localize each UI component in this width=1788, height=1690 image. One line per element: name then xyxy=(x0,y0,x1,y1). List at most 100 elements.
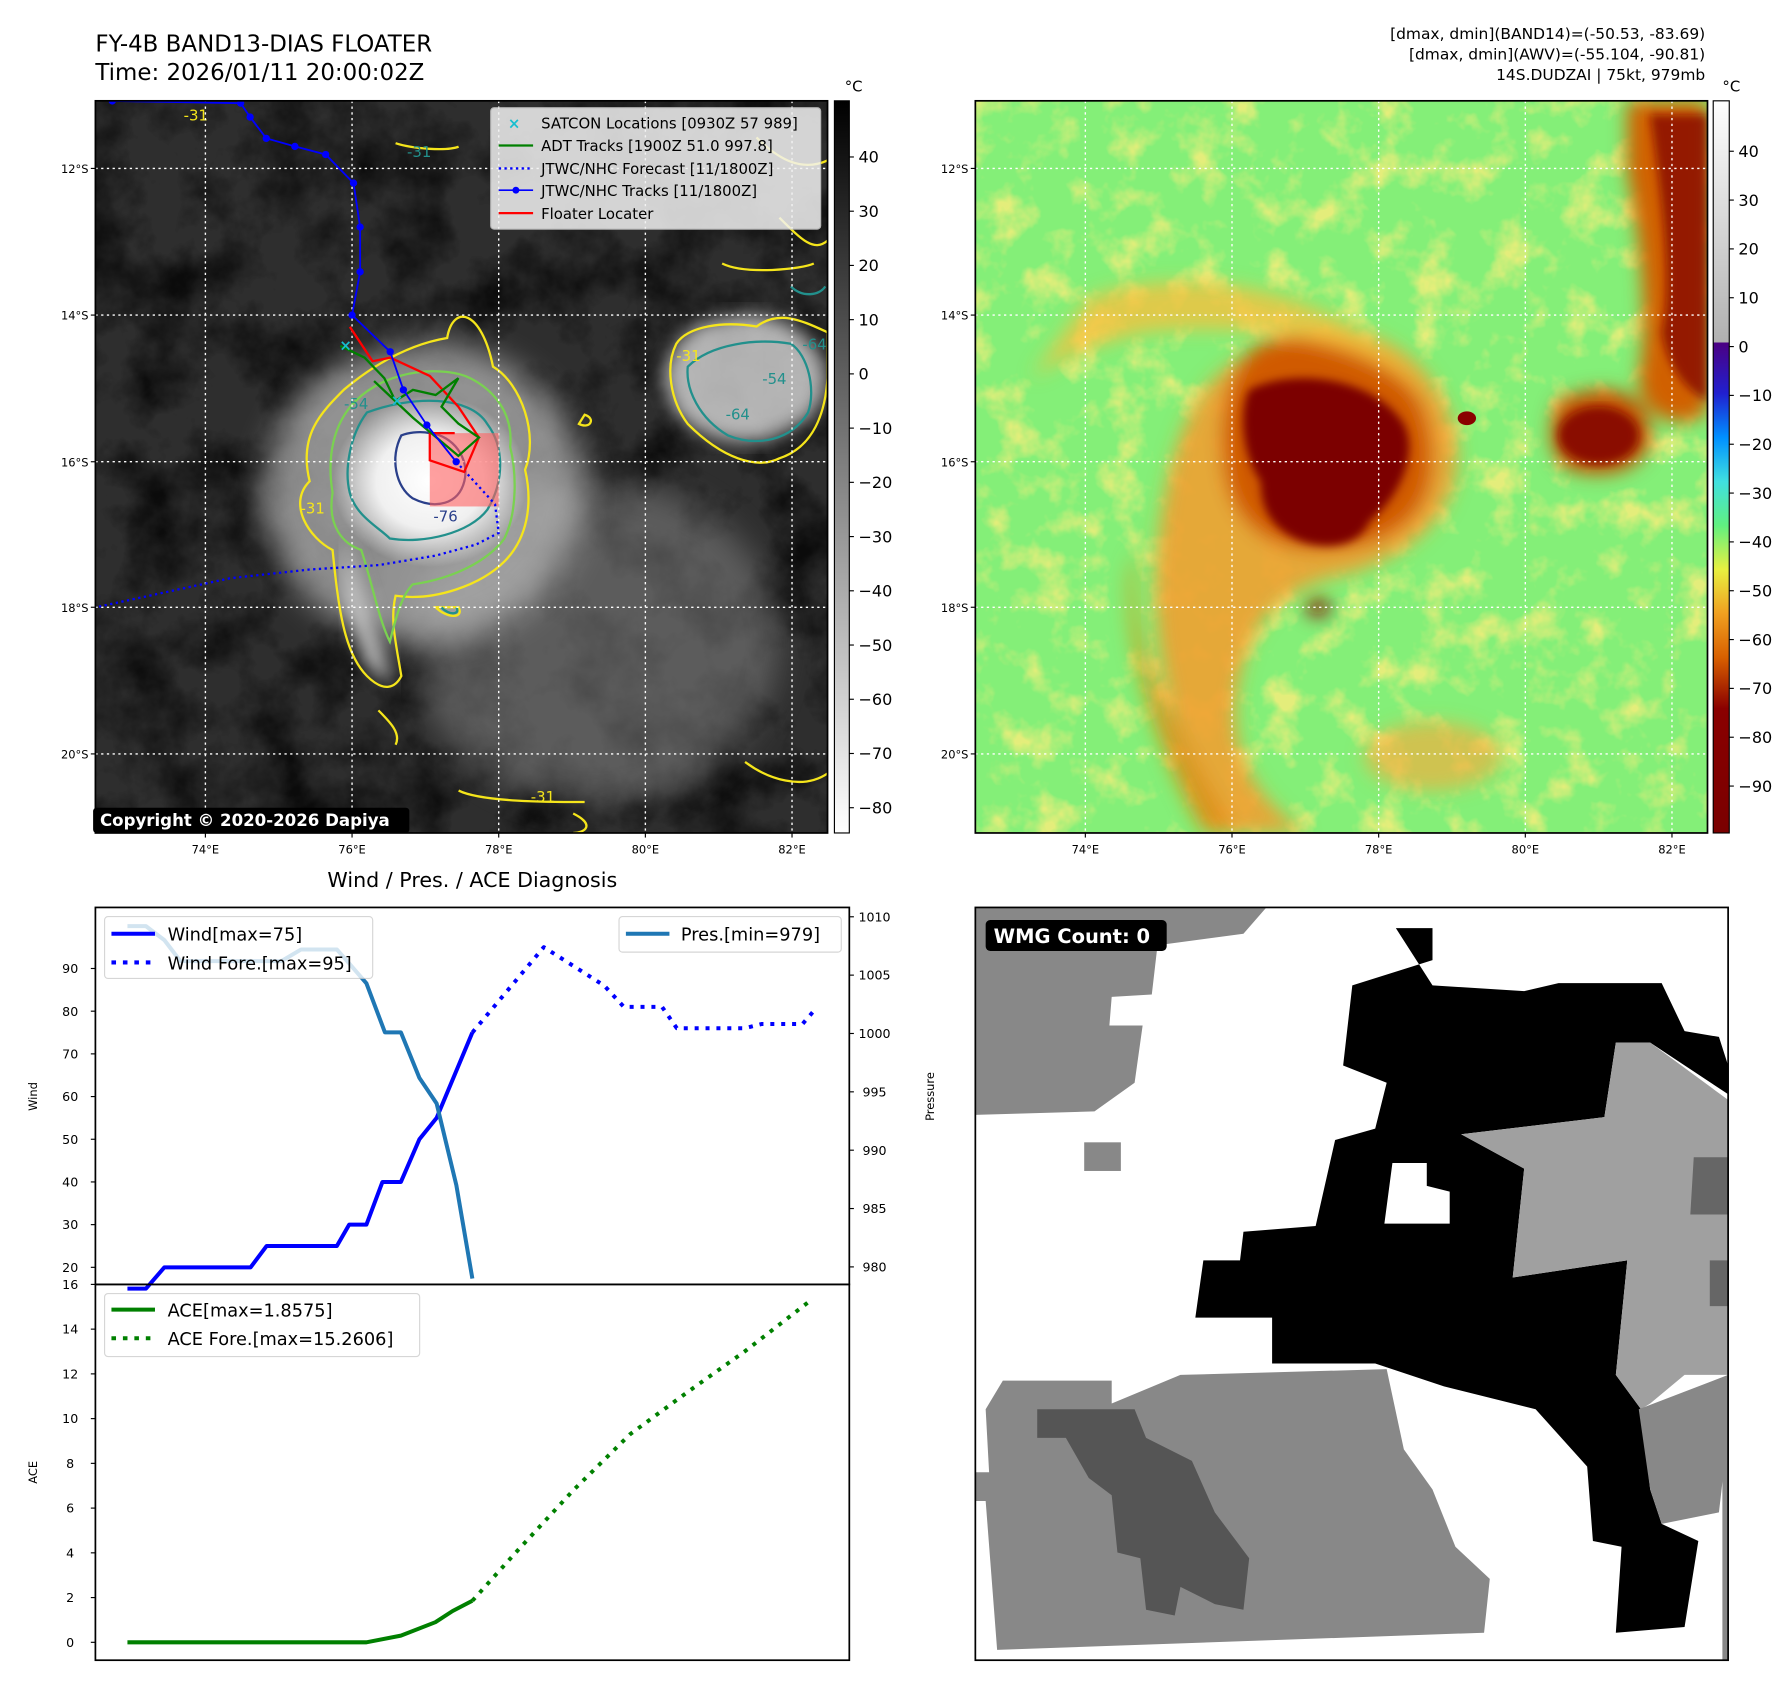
lon-tick-label: 76°E xyxy=(1218,843,1246,857)
satcon-marker-icon: × xyxy=(508,114,520,132)
awv-map-axis-ticks: 12°S 14°S 16°S 18°S 20°S 74°E 76°E 78°E 80°E 82°E xyxy=(941,162,1686,857)
contour-yellow xyxy=(299,315,532,688)
lon-tick-label: 78°E xyxy=(1365,843,1393,857)
wind-legend: Wind[max=75] Wind Fore.[max=95] xyxy=(103,916,374,980)
colorbar-tick-label: −20 xyxy=(1738,435,1772,454)
y-tick-label: 90 xyxy=(62,961,78,976)
svg-text:-76: -76 xyxy=(433,507,457,525)
colorbar-tick-label: −40 xyxy=(858,582,892,601)
y-tick-label: 60 xyxy=(62,1089,78,1104)
svg-text:Copyright © 2020-2026 Dapiya: Copyright © 2020-2026 Dapiya xyxy=(100,811,390,830)
awv-map-gridlines xyxy=(975,100,1708,833)
y-tick-label: 40 xyxy=(62,1175,78,1190)
lat-tick-label: 12°S xyxy=(941,162,969,176)
y-right-tick-label: 1010 xyxy=(858,909,890,924)
colorbar-tick-label: −80 xyxy=(1738,728,1772,747)
y-right-tick-label: 1005 xyxy=(858,968,890,983)
svg-text:-54: -54 xyxy=(762,370,786,388)
colorbar-tick-label: −30 xyxy=(1738,484,1772,503)
ir-map-axis-ticks: 12°S 14°S 16°S 18°S 20°S 74°E 76°E 78°E 80°E 82°E xyxy=(61,162,806,857)
colorbar-tick-label: −50 xyxy=(1738,581,1772,600)
svg-text:-64: -64 xyxy=(802,335,826,353)
legend-wind-forecast: Wind Fore.[max=95] xyxy=(168,954,352,974)
colorbar-left-ticks: 40 30 20 10 0 −10 −20 −30 −40 −50 −60 −70 −80 xyxy=(849,148,892,817)
lon-tick-label: 82°E xyxy=(778,843,806,857)
y-tick-label: 6 xyxy=(66,1501,74,1516)
colorbar-tick-label: 0 xyxy=(1738,337,1748,356)
map-legend: × SATCON Locations [0930Z 57 989] ADT Tr… xyxy=(490,107,822,230)
lat-tick-label: 12°S xyxy=(61,162,89,176)
jtwc-track-point xyxy=(108,100,116,105)
jtwc-track-point xyxy=(291,142,299,151)
colorbar-tick-label: −80 xyxy=(858,798,892,817)
info-awv: [dmax, dmin](AWV)=(-55.104, -90.81) xyxy=(1409,46,1705,64)
colorbar-tick-label: −60 xyxy=(1738,630,1772,649)
y-right-tick-label: 985 xyxy=(862,1201,886,1216)
y-tick-label: 12 xyxy=(62,1366,78,1381)
colorbar-tick-label: −40 xyxy=(1738,533,1772,552)
jtwc-track-point xyxy=(356,223,364,231)
legend-adt: ADT Tracks [1900Z 51.0 997.8] xyxy=(541,137,773,155)
floater-track xyxy=(348,326,481,474)
lon-tick-label: 80°E xyxy=(1512,843,1539,857)
colorbar-left-unit: °C xyxy=(845,78,863,96)
series-wind-fore-max xyxy=(470,945,816,1034)
jtwc-track xyxy=(112,100,457,463)
y-tick-label: 2 xyxy=(66,1590,74,1605)
info-storm: 14S.DUDZAI | 75kt, 979mb xyxy=(1496,66,1705,84)
colorbar-tick-label: −30 xyxy=(858,527,892,546)
pressure-axis-label: Pressure xyxy=(923,1072,937,1121)
y-tick-label: 50 xyxy=(62,1132,78,1147)
legend-satcon: SATCON Locations [0930Z 57 989] xyxy=(541,114,798,132)
y-tick-label: 16 xyxy=(62,1277,78,1292)
colorbar-tick-label: 40 xyxy=(858,148,878,167)
svg-text:-31: -31 xyxy=(300,499,324,517)
lon-tick-label: 80°E xyxy=(632,843,660,857)
awv-map-panel xyxy=(975,100,1708,833)
colorbar-right xyxy=(1712,100,1730,834)
svg-text:-31: -31 xyxy=(531,788,555,806)
ace-chart: 0 2 4 6 8 10 12 14 16 xyxy=(62,1277,812,1650)
legend-floater: Floater Locater xyxy=(541,205,654,223)
info-band14: [dmax, dmin](BAND14)=(-50.53, -83.69) xyxy=(1390,25,1705,43)
wind-axis-label: Wind xyxy=(26,1082,40,1111)
lat-tick-label: 14°S xyxy=(61,309,89,323)
jtwc-track-point xyxy=(321,150,330,159)
y-tick-label: 70 xyxy=(62,1046,78,1061)
lat-tick-label: 18°S xyxy=(941,601,969,615)
svg-text:-54: -54 xyxy=(344,395,368,413)
legend-ace: ACE[max=1.8575] xyxy=(168,1301,333,1321)
jtwc-track-point xyxy=(356,268,364,276)
y-tick-label: 14 xyxy=(62,1322,78,1337)
contour-teal xyxy=(346,399,502,542)
legend-pressure: Pres.[min=979] xyxy=(681,926,820,946)
legend-wind: Wind[max=75] xyxy=(168,926,303,946)
lat-tick-label: 18°S xyxy=(61,601,89,615)
svg-text:-31: -31 xyxy=(184,106,208,124)
jtwc-track-point xyxy=(452,458,460,466)
wmg-count-badge: WMG Count: 0 xyxy=(985,920,1167,951)
y-right-tick-label: 990 xyxy=(862,1143,886,1158)
colorbar-tick-label: −10 xyxy=(1738,386,1772,405)
colorbar-tick-label: 10 xyxy=(858,310,878,329)
colorbar-right-ticks: 40 30 20 10 0 −10 −20 −30 −40 −50 −60 −70 −80 −90 xyxy=(1729,142,1772,796)
jtwc-track-point xyxy=(348,311,356,319)
colorbar-right-unit: °C xyxy=(1722,78,1740,96)
legend-jtwc: JTWC/NHC Tracks [11/1800Z] xyxy=(540,182,757,200)
colorbar-tick-label: 20 xyxy=(1738,240,1758,259)
adt-track xyxy=(339,344,481,458)
colorbar-tick-label: −90 xyxy=(1738,777,1772,796)
figure-title: FY-4B BAND13-DIAS FLOATER xyxy=(95,32,432,58)
satcon-marker: × xyxy=(391,391,403,409)
colorbar-tick-label: 0 xyxy=(858,365,868,384)
diagnosis-title: Wind / Pres. / ACE Diagnosis xyxy=(327,868,617,892)
jtwc-track-point xyxy=(349,179,358,187)
jtwc-track-point xyxy=(246,113,254,121)
lat-tick-label: 16°S xyxy=(61,455,89,469)
lon-tick-label: 74°E xyxy=(192,843,220,857)
y-tick-label: 10 xyxy=(62,1411,78,1426)
colorbar-left xyxy=(833,100,850,834)
y-tick-label: 8 xyxy=(66,1456,74,1471)
jtwc-track-point xyxy=(386,348,394,356)
